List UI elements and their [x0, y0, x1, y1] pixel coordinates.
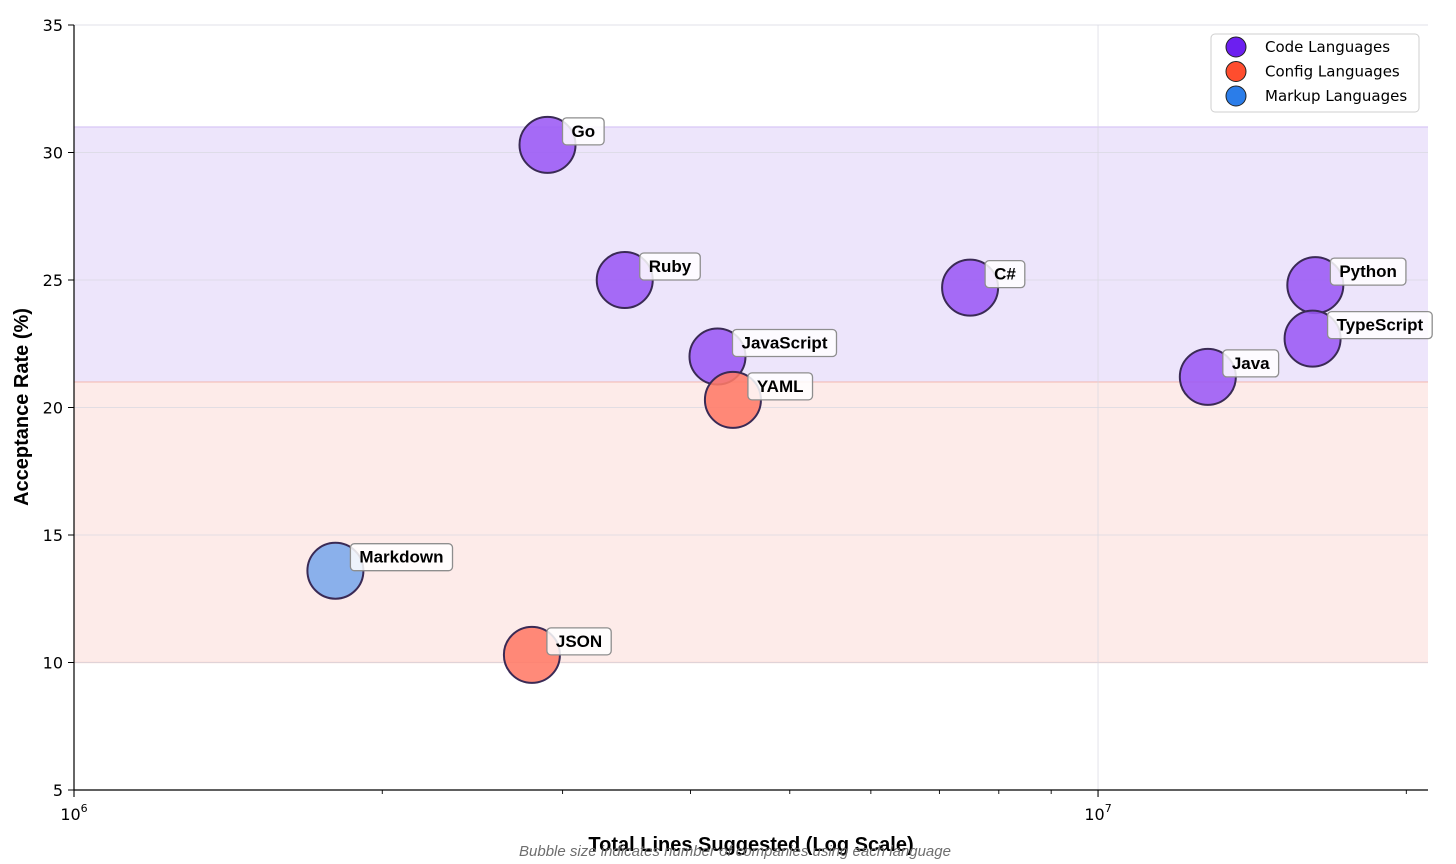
x-tick-label: 106	[60, 802, 87, 824]
label-text: TypeScript	[1337, 316, 1424, 335]
label-box	[984, 259, 1026, 289]
y-axis-title: Acceptance Rate (%)	[11, 308, 33, 506]
label-box	[747, 372, 814, 401]
label-text: JavaScript	[741, 334, 827, 353]
label-go: Go	[561, 117, 605, 146]
x-axis-title: Total Lines Suggested (Log Scale)	[588, 834, 913, 856]
legend-marker	[1225, 61, 1247, 82]
y-tick-label: 15	[43, 526, 63, 545]
bubble-labels: Go Ruby JavaScript C# Java Python TypeScript YA…	[349, 117, 1433, 656]
label-box	[546, 627, 612, 656]
legend-label: Markup Languages	[1265, 87, 1407, 105]
label-c-sharp: C#	[984, 259, 1026, 289]
label-text: JSON	[556, 632, 602, 651]
label-text: Markdown	[359, 548, 443, 567]
y-tick-label: 35	[43, 16, 63, 35]
label-text: Go	[572, 122, 596, 141]
legend-marker	[1225, 36, 1247, 58]
label-box	[731, 328, 838, 358]
chart-footnote: Bubble size indicates number of companie…	[519, 843, 951, 860]
label-box	[1222, 349, 1280, 378]
x-tick-label: 107	[1084, 802, 1111, 824]
config-band	[74, 382, 1428, 663]
legend-item-2: Config Languages	[1225, 61, 1400, 82]
label-markdown: Markdown	[349, 543, 454, 572]
legend-box	[1210, 33, 1420, 113]
label-yaml: YAML	[747, 372, 814, 401]
label-text: C#	[994, 265, 1016, 284]
y-tick-label: 25	[43, 271, 63, 290]
label-python: Python	[1329, 257, 1407, 286]
legend: Code Languages Config Languages Markup Lan…	[1210, 33, 1420, 113]
label-text: Java	[1232, 354, 1270, 373]
bubbles	[306, 115, 1345, 684]
label-box	[1329, 257, 1407, 286]
axes: 5 10 15 20 25 30 35 106 107	[43, 16, 1428, 824]
label-text: Ruby	[649, 257, 692, 276]
label-javascript: JavaScript	[731, 328, 838, 358]
label-java: Java	[1222, 349, 1280, 378]
y-tick-label: 10	[43, 654, 63, 673]
legend-item-3: Markup Languages	[1225, 85, 1407, 107]
legend-label: Code Languages	[1265, 38, 1390, 56]
label-ruby: Ruby	[639, 252, 701, 281]
legend-label: Config Languages	[1265, 63, 1400, 81]
y-tick-label: 5	[53, 781, 63, 800]
y-tick-label: 20	[43, 399, 63, 418]
label-box	[349, 543, 454, 572]
label-box	[561, 117, 605, 146]
label-typescript: TypeScript	[1326, 310, 1433, 340]
label-box	[639, 252, 701, 281]
legend-marker	[1225, 85, 1247, 107]
y-tick-label: 30	[43, 144, 63, 163]
label-box	[1326, 310, 1433, 340]
label-text: Python	[1339, 262, 1397, 281]
label-text: YAML	[757, 377, 804, 396]
legend-item-1: Code Languages	[1225, 36, 1390, 58]
label-json: JSON	[546, 627, 612, 656]
